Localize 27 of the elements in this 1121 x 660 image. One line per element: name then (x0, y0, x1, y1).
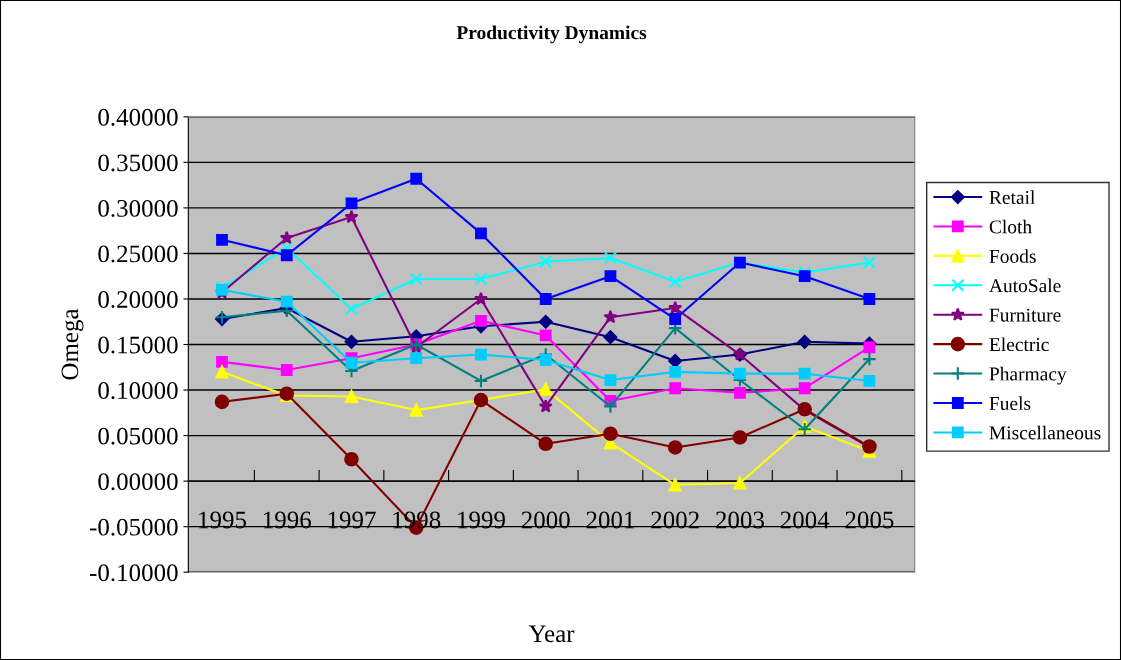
y-tick-label: 0.10000 (98, 382, 178, 400)
x-tick-label: 1996 (263, 511, 311, 529)
legend-label: Furniture (989, 308, 1061, 322)
y-tick-label: 0.25000 (98, 245, 178, 263)
x-axis-title: Year (528, 625, 575, 643)
y-tick-label: 0.30000 (98, 199, 178, 217)
legend-label: Electric (989, 337, 1049, 352)
y-tick-label: 0.15000 (98, 336, 178, 354)
y-tick-label: 0.00000 (98, 473, 178, 491)
y-tick-label: -0.05000 (89, 518, 178, 536)
x-tick-label: 1999 (458, 511, 505, 529)
y-tick-label: 0.05000 (98, 427, 178, 445)
y-tick-label: 0.40000 (98, 108, 178, 126)
y-axis-title: Omega (61, 308, 84, 380)
y-tick-label: 0.35000 (98, 154, 178, 172)
legend-label: AutoSale (989, 278, 1061, 293)
legend-label: Retail (989, 190, 1035, 205)
x-tick-label: 1995 (199, 511, 247, 529)
y-tick-label: -0.10000 (89, 564, 178, 582)
y-tick-label: 0.20000 (98, 291, 178, 309)
legend-label: Cloth (989, 219, 1032, 234)
legend-label: Foods (989, 249, 1036, 263)
legend-label: Miscellaneous (989, 425, 1101, 440)
legend-label: Fuels (989, 396, 1031, 411)
chart-title: Productivity Dynamics (456, 25, 647, 44)
legend-label: Pharmacy (989, 366, 1067, 385)
x-tick-label: 1997 (328, 511, 376, 529)
